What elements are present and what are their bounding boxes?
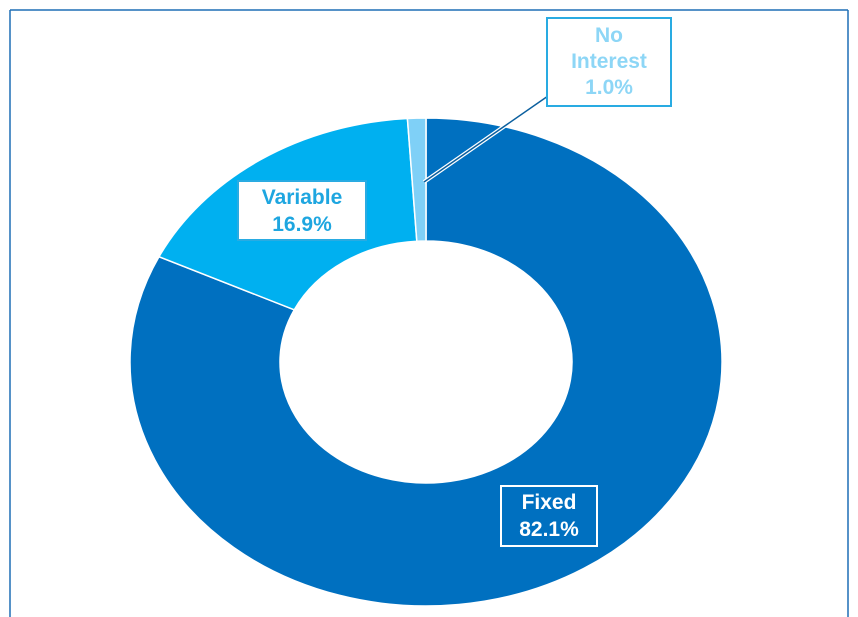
- leader-line: [423, 95, 549, 183]
- data-label: Fixed 82.1%: [500, 485, 598, 547]
- slices: [129, 117, 723, 607]
- label-value: 1.0%: [585, 76, 633, 99]
- data-label: Variable 16.9%: [237, 180, 367, 241]
- donut-slice: [406, 117, 427, 243]
- label-category: No Interest: [571, 24, 647, 73]
- label-value: 82.1%: [519, 518, 579, 541]
- label-value: 16.9%: [272, 212, 332, 236]
- label-category: Fixed: [521, 491, 577, 514]
- donut-slice: [129, 117, 723, 607]
- label-category: Variable: [261, 185, 343, 209]
- data-label: No Interest 1.0%: [546, 17, 672, 107]
